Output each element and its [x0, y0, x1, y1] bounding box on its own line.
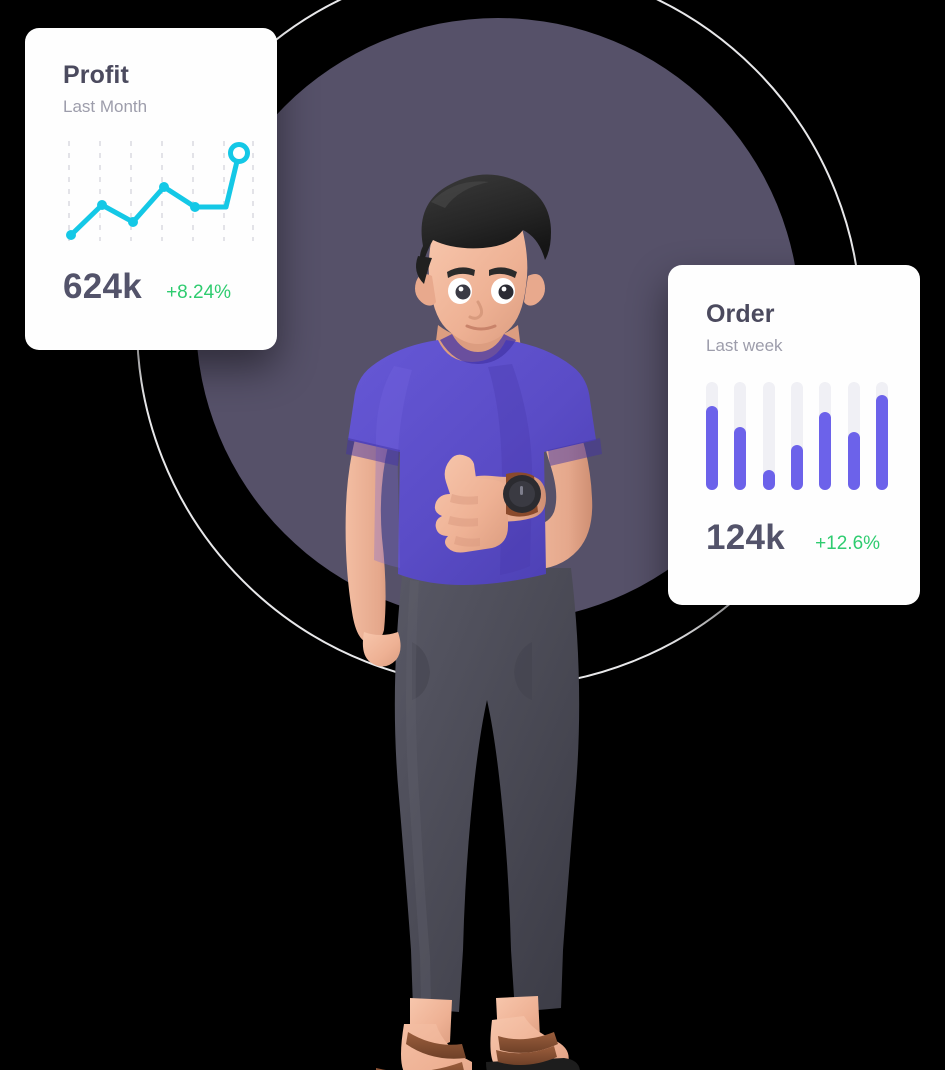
character-illustration [300, 150, 645, 1070]
order-card-title: Order [706, 300, 775, 328]
line-chart-markers [66, 181, 200, 240]
bar-track [847, 381, 860, 490]
bar-track [762, 381, 775, 490]
bar-fill [706, 405, 718, 490]
profit-value: 624k [63, 266, 143, 306]
line-chart-series [68, 150, 242, 238]
profit-card-subtitle: Last Month [63, 96, 148, 116]
bar-track [734, 381, 747, 490]
order-stat-row: 124k +12.6% [706, 520, 888, 555]
profit-line-chart [63, 139, 255, 243]
order-value: 124k [706, 517, 786, 557]
bar-track [875, 381, 888, 490]
bar-fill [762, 470, 775, 490]
profit-card-title: Profit [63, 61, 129, 89]
bar-track [706, 381, 718, 490]
bar-fill [875, 394, 888, 490]
wristwatch [503, 472, 541, 517]
profit-card[interactable]: Profit Last Month [25, 28, 277, 350]
line-chart-last-marker [228, 141, 250, 164]
order-bar-chart [706, 381, 888, 490]
order-card-subtitle: Last week [706, 335, 783, 355]
bar-track [819, 381, 832, 490]
bar-fill [819, 412, 832, 490]
profit-delta: +8.24% [166, 281, 232, 303]
order-delta: +12.6% [815, 532, 881, 554]
profit-stat-row: 624k +8.24% [63, 269, 245, 304]
bar-fill [790, 444, 803, 490]
bar-track [790, 381, 803, 490]
bar-fill [847, 431, 860, 490]
order-card[interactable]: Order Last week 124k +12.6% [668, 265, 920, 605]
bar-fill [734, 427, 747, 490]
